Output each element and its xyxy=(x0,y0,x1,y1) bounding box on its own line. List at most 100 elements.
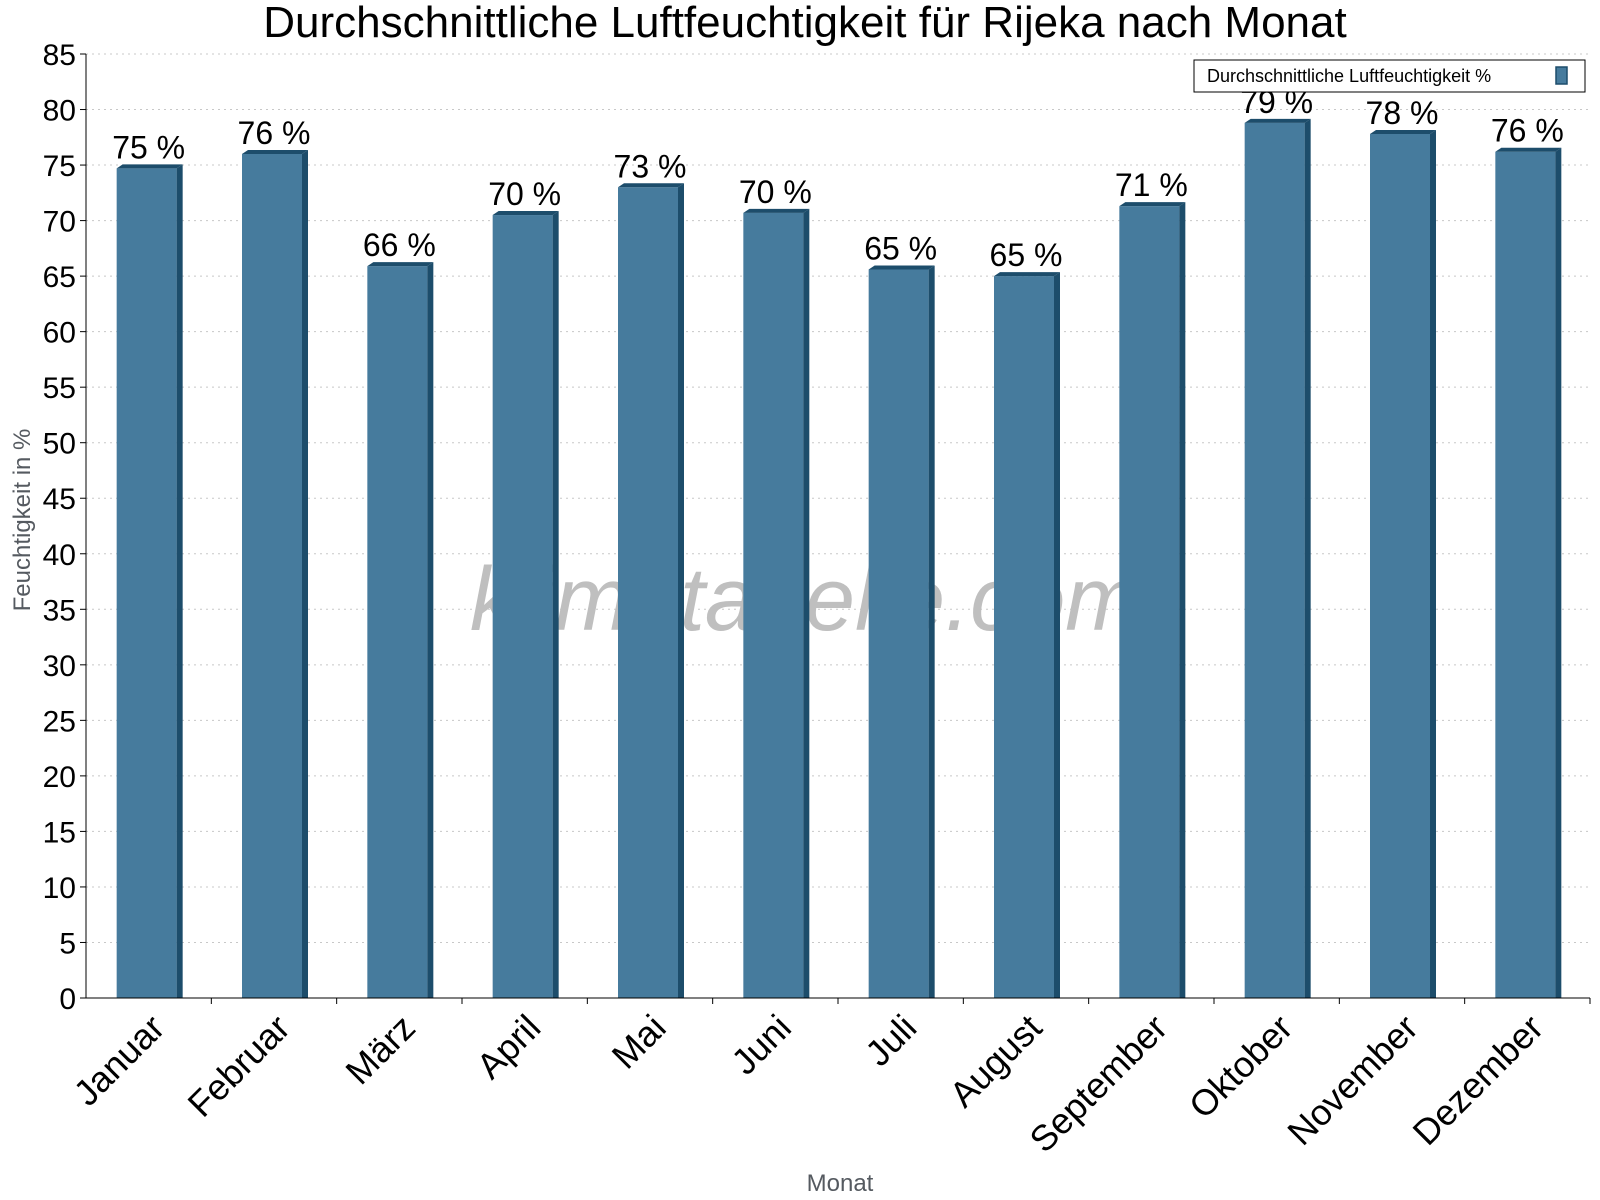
bar-side xyxy=(803,208,810,999)
data-label: 70 % xyxy=(488,176,561,212)
y-tick-label: 70 xyxy=(43,206,76,239)
legend-box xyxy=(1193,59,1586,93)
bar xyxy=(492,215,553,999)
bar xyxy=(618,187,678,999)
y-tick-label: 45 xyxy=(43,483,76,516)
bar xyxy=(1119,206,1180,999)
bar-top xyxy=(116,164,183,169)
bar-side xyxy=(1179,202,1186,999)
x-tick-label: Februar xyxy=(180,1007,298,1125)
x-tick-label: September xyxy=(1021,1007,1175,1161)
bar-top xyxy=(1244,118,1311,123)
data-label: 71 % xyxy=(1115,167,1188,203)
data-label: 66 % xyxy=(363,227,436,263)
bar-top xyxy=(868,265,935,270)
x-tick-label: März xyxy=(337,1007,423,1093)
x-tick-label: August xyxy=(941,1007,1049,1115)
y-tick-label: 40 xyxy=(43,539,76,572)
bars: 75 % 76 %66 %70 %73 %70 %65 % 65 %71 %79 %… xyxy=(112,84,1564,999)
bar xyxy=(1244,122,1305,999)
x-tick-label: Juni xyxy=(723,1007,799,1083)
legend-label: Durchschnittliche Luftfeuchtigkeit % xyxy=(1207,66,1491,86)
bar-group xyxy=(242,149,308,998)
y-tick-label: 5 xyxy=(59,927,76,960)
x-tick-label: Dezember xyxy=(1405,1007,1551,1153)
legend-swatch xyxy=(1555,66,1568,85)
y-tick-label: 55 xyxy=(43,372,76,405)
bar-group xyxy=(868,265,935,999)
x-tick-label: Januar xyxy=(65,1007,172,1114)
bar-top xyxy=(492,211,559,216)
bar-side xyxy=(1555,147,1562,999)
bar-side xyxy=(678,183,684,999)
bar-group xyxy=(116,164,183,998)
bar-group xyxy=(367,262,434,999)
bar-side xyxy=(302,149,308,998)
bar-side xyxy=(1430,129,1436,999)
bar-top xyxy=(242,149,308,154)
bar-side xyxy=(1304,118,1311,999)
bar xyxy=(116,168,177,998)
bar-group xyxy=(618,183,684,999)
bar-top xyxy=(1370,129,1436,134)
bar-top xyxy=(367,262,434,267)
bar-side xyxy=(552,211,559,999)
bar-top xyxy=(618,183,684,188)
bar-top xyxy=(1119,202,1186,207)
y-tick-label: 60 xyxy=(43,317,76,350)
bar-side xyxy=(1054,272,1060,998)
gridlines xyxy=(86,53,1590,999)
data-label: 76 % xyxy=(1491,113,1564,149)
bar-group xyxy=(1119,202,1186,999)
x-tick-label: Mai xyxy=(604,1007,674,1077)
y-tick-label: 75 xyxy=(43,150,76,183)
x-tick-labels: Januar Februar März April Mai Juni Juli AugustS… xyxy=(65,1007,1551,1161)
bar-side xyxy=(928,265,935,999)
bar xyxy=(1495,151,1556,999)
bar-side xyxy=(176,164,183,998)
y-tick-label: 80 xyxy=(43,95,76,128)
bar-group xyxy=(1244,118,1311,999)
y-tick-label: 10 xyxy=(43,872,76,905)
y-tick-label: 35 xyxy=(43,594,76,627)
bar xyxy=(743,212,804,999)
bar-group xyxy=(994,272,1060,998)
y-tick-label: 50 xyxy=(43,428,76,461)
bar-group xyxy=(492,211,559,999)
bar xyxy=(367,266,428,999)
bar xyxy=(242,153,302,998)
y-tick-label: 30 xyxy=(43,650,76,683)
y-tick-label: 0 xyxy=(59,983,76,1016)
bar-top xyxy=(994,272,1060,277)
y-tick-labels: 0 5 10 15 20 25 30 35 40 45 50 55 60 65 70 75 80 85 xyxy=(43,39,76,1016)
data-label: 78 % xyxy=(1366,95,1439,131)
bar-top xyxy=(1495,147,1562,152)
data-label: 70 % xyxy=(739,174,812,210)
bar-side xyxy=(427,262,434,999)
x-axis-label: Monat xyxy=(807,1170,874,1197)
x-tick-label: Oktober xyxy=(1181,1007,1301,1127)
data-label: 76 % xyxy=(238,115,311,151)
bar-group xyxy=(1370,129,1436,999)
bar xyxy=(1370,133,1430,999)
bar-group xyxy=(1495,147,1562,999)
chart-title: Durchschnittliche Luftfeuchtigkeit für R… xyxy=(263,0,1346,47)
y-tick-label: 20 xyxy=(43,761,76,794)
y-tick-label: 65 xyxy=(43,261,76,294)
x-tick-label: November xyxy=(1279,1007,1425,1153)
bar xyxy=(868,269,929,999)
bar xyxy=(994,276,1054,998)
data-label: 73 % xyxy=(614,148,687,184)
bar-group xyxy=(743,208,810,999)
data-label: 65 % xyxy=(990,237,1063,273)
y-tick-label: 25 xyxy=(43,705,76,738)
x-tick-label: Juli xyxy=(857,1007,924,1074)
bar-top xyxy=(743,208,810,213)
y-tick-label: 85 xyxy=(43,39,76,72)
data-label: 65 % xyxy=(864,230,937,266)
data-label: 75 % xyxy=(112,129,185,165)
legend: Durchschnittliche Luftfeuchtigkeit % xyxy=(1193,59,1586,93)
y-axis-label: Feuchtigkeit in % xyxy=(9,429,36,612)
x-tick-label: April xyxy=(468,1007,548,1087)
